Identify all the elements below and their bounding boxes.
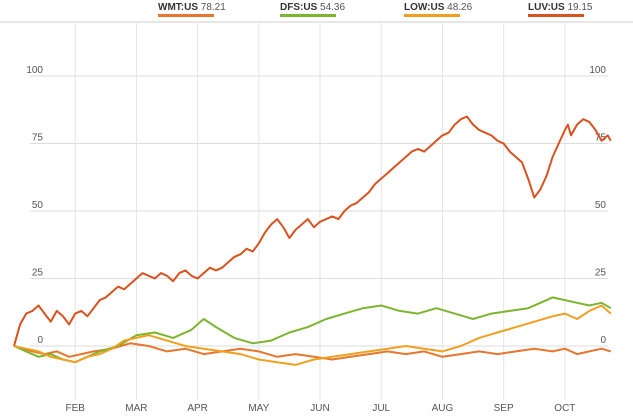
legend-symbol: LOW:US (404, 2, 445, 13)
series-lines (13, 115, 612, 366)
legend-symbol: LUV:US (528, 2, 565, 13)
legend-value: 48.26 (447, 2, 473, 13)
y-tick-label-l-1: 25 (32, 268, 44, 279)
x-tick-label-0: FEB (65, 403, 85, 414)
legend-swatch (404, 14, 460, 17)
legend-item-luv[interactable]: LUV:US 19.15 (528, 2, 593, 17)
x-tick-label-8: OCT (554, 403, 575, 414)
x-tick-label-7: SEP (494, 403, 514, 414)
legend-swatch (158, 14, 214, 17)
legend-value: 54.36 (320, 2, 346, 13)
series-line-wmt-us[interactable] (13, 342, 612, 361)
x-axis-ticks: FEB MAR APR MAY JUN JUL AUG SEP OCT (65, 403, 575, 414)
y-tick-label-l-3: 75 (32, 133, 44, 144)
y-tick-label-r-0: 0 (600, 335, 606, 346)
series-line-low-us[interactable] (13, 304, 612, 366)
x-tick-label-4: JUN (310, 403, 329, 414)
grid (30, 23, 608, 400)
y-tick-label-r-4: 100 (589, 65, 606, 76)
y-tick-label-r-1: 25 (595, 268, 607, 279)
legend-item-low[interactable]: LOW:US 48.26 (404, 2, 473, 17)
y-tick-label-l-2: 50 (32, 200, 44, 211)
legend-value: 19.15 (567, 2, 593, 13)
x-tick-label-3: MAY (248, 403, 269, 414)
legend-symbol: WMT:US (158, 2, 198, 13)
legend-symbol: DFS:US (280, 2, 318, 13)
x-tick-label-2: APR (187, 403, 208, 414)
x-tick-label-6: AUG (432, 403, 454, 414)
series-line-luv-us[interactable] (13, 115, 612, 347)
legend-value: 78.21 (200, 2, 226, 13)
legend-item-wmt[interactable]: WMT:US 78.21 (158, 2, 226, 17)
chart-legend: WMT:US 78.21 DFS:US 54.36 LOW:US 48.26 L… (0, 0, 633, 22)
y-tick-label-l-4: 100 (26, 65, 43, 76)
legend-swatch (528, 14, 584, 17)
legend-item-dfs[interactable]: DFS:US 54.36 (280, 2, 346, 17)
x-tick-label-5: JUL (372, 403, 390, 414)
legend-swatch (280, 14, 336, 17)
x-tick-label-1: MAR (125, 403, 147, 414)
y-tick-label-r-2: 50 (595, 200, 607, 211)
y-tick-label-l-0: 0 (37, 335, 43, 346)
